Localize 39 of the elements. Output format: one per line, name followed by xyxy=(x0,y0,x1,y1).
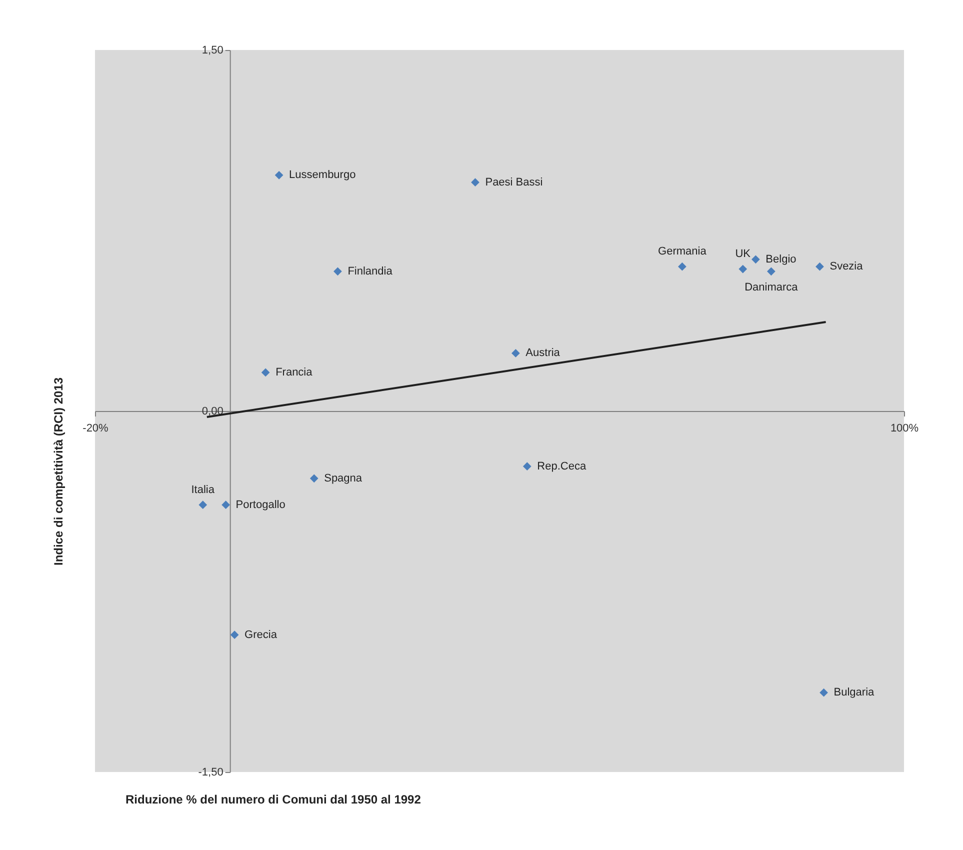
annotation: Bulgaria xyxy=(834,686,876,699)
point xyxy=(767,267,776,276)
x-tick-label: -20% xyxy=(82,422,109,434)
y-tick-label: 0,00 xyxy=(202,406,224,418)
point xyxy=(816,262,824,271)
point xyxy=(678,262,686,271)
annotation: Grecia xyxy=(244,628,278,641)
point xyxy=(261,368,270,377)
annotation: UK xyxy=(735,248,752,260)
point xyxy=(198,500,208,510)
annotation: Belgio xyxy=(766,253,796,266)
annotation: Portogallo xyxy=(236,498,286,511)
point xyxy=(310,474,318,483)
point xyxy=(522,462,532,471)
y-axis-title: Indice di competitività (RCI) 2013 xyxy=(52,377,66,566)
point xyxy=(230,630,239,640)
annotation: Francia xyxy=(276,366,314,378)
x-tick-label: 100% xyxy=(890,422,919,434)
y-tick-label: 1,50 xyxy=(202,44,224,56)
point xyxy=(738,264,748,274)
annotation: Lussemburgo xyxy=(289,169,356,182)
annotation: Germania xyxy=(658,246,708,258)
point xyxy=(334,267,342,276)
annotation: Rep.Ceca xyxy=(537,460,587,472)
point xyxy=(471,178,480,187)
annotation: Paesi Bassi xyxy=(485,176,543,188)
point xyxy=(222,500,230,510)
point xyxy=(274,170,284,180)
point xyxy=(752,255,760,264)
point xyxy=(820,688,828,697)
annotation: Svezia xyxy=(830,260,864,273)
y-tick-label: -1,50 xyxy=(198,766,224,778)
annotation: Danimarca xyxy=(744,281,799,294)
annotation: Spagna xyxy=(324,472,363,484)
annotation: Austria xyxy=(526,347,561,360)
point xyxy=(511,349,520,358)
annotation: Italia xyxy=(191,484,216,496)
annotation: Finlandia xyxy=(348,265,394,278)
x-axis-title: Riduzione % del numero di Comuni dal 1950 al 1992 xyxy=(126,792,422,806)
